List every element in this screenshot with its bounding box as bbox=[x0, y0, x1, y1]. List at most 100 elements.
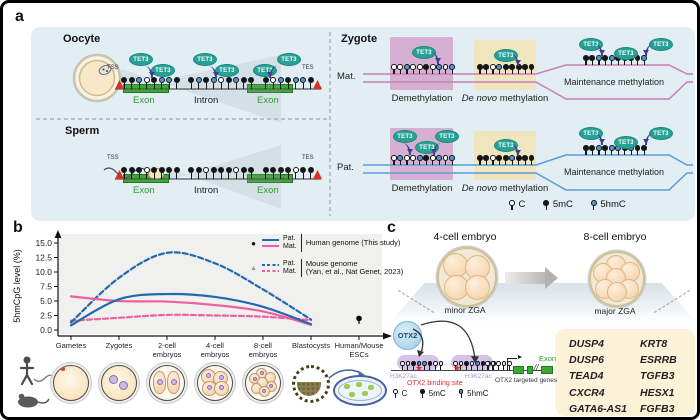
tet3-enzyme: TET3 bbox=[614, 136, 638, 149]
tet3-arrow-icon bbox=[509, 144, 521, 156]
paternal-row-label: Pat. bbox=[337, 162, 354, 173]
mat-solid-line-icon bbox=[262, 245, 279, 248]
de-novo-italic: De novo bbox=[461, 183, 498, 194]
otx2-binding-star-left: ★ bbox=[415, 363, 424, 373]
tet3-arrow-icon bbox=[207, 66, 219, 78]
5mc-icon bbox=[420, 389, 425, 399]
otx2-target-dna-line bbox=[391, 370, 551, 372]
gene-name: TEAD4 bbox=[569, 370, 604, 383]
tet3-arrow-icon bbox=[593, 44, 605, 56]
legend-c-label: C bbox=[401, 389, 408, 398]
panel-b-label: b bbox=[13, 219, 23, 236]
tet3-enzyme: TET3 bbox=[129, 53, 153, 66]
otx2-targeted-genes-label: OTX2 targeted genes bbox=[495, 377, 558, 384]
mouse-line-samples bbox=[262, 263, 279, 273]
tet3-enzyme: TET3 bbox=[435, 130, 459, 143]
oocyte-methylation-row bbox=[121, 77, 315, 89]
svg-text:7.5: 7.5 bbox=[40, 282, 52, 292]
legend-item-c: C bbox=[509, 199, 525, 210]
svg-text:10.0: 10.0 bbox=[35, 267, 52, 277]
human-dot-marker: ● bbox=[251, 238, 256, 248]
de-novo-rest: methylation bbox=[499, 93, 549, 104]
oocyte-title: Oocyte bbox=[63, 33, 101, 45]
tet3-arrow-icon bbox=[401, 143, 413, 155]
oocyte-stage-icon bbox=[53, 365, 89, 401]
panel-a-label: a bbox=[15, 8, 24, 25]
gene-name: ESRRB bbox=[640, 354, 677, 367]
mat-demethylation-box bbox=[390, 37, 453, 90]
svg-text:Zygotes: Zygotes bbox=[106, 341, 133, 350]
human-icon bbox=[19, 356, 35, 386]
gene-name: KRT8 bbox=[640, 338, 668, 350]
mat-de-novo-row bbox=[477, 64, 535, 74]
legend-c-label: C bbox=[518, 199, 526, 210]
mat-dashed-line-icon bbox=[262, 270, 279, 273]
gene-name: FGFB3 bbox=[640, 402, 675, 415]
zygote-title: Zygote bbox=[341, 33, 378, 45]
sperm-intron-label: Intron bbox=[194, 185, 219, 196]
panel-c-label: c bbox=[387, 219, 396, 236]
zga-haze bbox=[391, 283, 695, 321]
legend-5mc-label: 5mC bbox=[552, 199, 573, 210]
panel-a: Oocyte Sperm Zygote Mat. Pat. TSS TES TS… bbox=[31, 27, 695, 221]
exon-box-1 bbox=[513, 366, 524, 374]
otx2-binding-site-label: OTX2 binding site bbox=[407, 380, 463, 387]
oocyte-exon2-label: Exon bbox=[257, 95, 279, 106]
pat-maintenance-label: Maintenance methylation bbox=[563, 167, 665, 177]
exon-box-3 bbox=[541, 366, 553, 374]
human-pat-mat: Pat. Mat. bbox=[283, 235, 297, 252]
pat-dashed-line-icon bbox=[262, 263, 279, 266]
gene-name: TGFB3 bbox=[640, 370, 675, 383]
svg-text:5.0: 5.0 bbox=[40, 296, 52, 306]
pat-demethylation-label: Demethylation bbox=[391, 183, 453, 194]
5hmcpg-line-chart: 0.0 2.5 5.0 7.5 10.0 12.5 15.0 Gametes Zygotes 2-… bbox=[35, 230, 392, 359]
mouse-pat-mat: Pat. Mat. bbox=[283, 260, 297, 277]
promoter-methylation-row bbox=[485, 361, 513, 371]
legend-item-5hmc: 5hmC bbox=[458, 389, 489, 399]
unmethylated-c-icon bbox=[393, 389, 398, 399]
mouse-genome-line2: (Yan, et al., Nat Genet, 2023) bbox=[305, 267, 404, 276]
legend-divider bbox=[300, 259, 302, 277]
human-mat-label: Mat. bbox=[283, 243, 297, 250]
eight-cell-embryo-icon bbox=[589, 251, 645, 307]
svg-text:0.0: 0.0 bbox=[40, 325, 52, 335]
tet3-enzyme: TET3 bbox=[393, 130, 417, 143]
5hmc-icon bbox=[590, 200, 597, 210]
pat-de-novo-row bbox=[477, 155, 535, 165]
esc-dish-icon bbox=[333, 375, 387, 406]
gene-break: // bbox=[534, 363, 539, 372]
svg-text:12.5: 12.5 bbox=[35, 253, 52, 263]
pat-maintenance-row bbox=[583, 145, 648, 155]
pat-demethylation-row bbox=[391, 155, 456, 165]
gene-column-left: DUSP4 DUSP6 TEAD4 CXCR4 GATA6-AS1 bbox=[569, 336, 627, 417]
sperm-methylation-row bbox=[121, 167, 315, 179]
mat-demethylation-row bbox=[391, 64, 456, 74]
gene-name: DUSP6 bbox=[569, 354, 605, 367]
gene-name: GATA6-AS1 bbox=[569, 402, 627, 415]
major-zga-label: major ZGA bbox=[594, 306, 636, 316]
gene-column-right: KRT8 ESRRB TGFB3 HESX1 FGFB3 bbox=[640, 336, 677, 417]
tet3-arrow-icon bbox=[645, 133, 655, 145]
tss-bent-arrow-icon bbox=[507, 354, 522, 371]
four-cell-embryo-title: 4-cell embryo bbox=[433, 231, 497, 243]
y-axis-label: 5hmCpG level (%) bbox=[12, 249, 22, 323]
tet3-enzyme: TET3 bbox=[193, 53, 217, 66]
oocyte-tes-label: TES bbox=[302, 65, 314, 71]
eight-cell-embryo-title: 8-cell embryo bbox=[583, 231, 647, 243]
maternal-row-label: Mat. bbox=[337, 71, 356, 82]
legend-mouse-row: ▲ Pat. Mat. Mouse genome (Yan, et al., Nat… bbox=[249, 259, 403, 277]
sperm-exon1-label: Exon bbox=[133, 185, 155, 196]
legend-5hmc-label: 5hmC bbox=[600, 199, 626, 210]
mat-maintenance-label: Maintenance methylation bbox=[563, 77, 665, 87]
h3k27ac-label-right: H3K27ac bbox=[465, 373, 492, 380]
tet3-arrow-icon bbox=[429, 52, 441, 64]
legend-item-5hmc: 5hmC bbox=[590, 199, 626, 210]
otx2-binding-arrows bbox=[412, 320, 479, 363]
mat-demethylation-label: Demethylation bbox=[391, 93, 453, 104]
mouse-icon bbox=[18, 393, 50, 408]
5mc-icon bbox=[543, 200, 549, 210]
